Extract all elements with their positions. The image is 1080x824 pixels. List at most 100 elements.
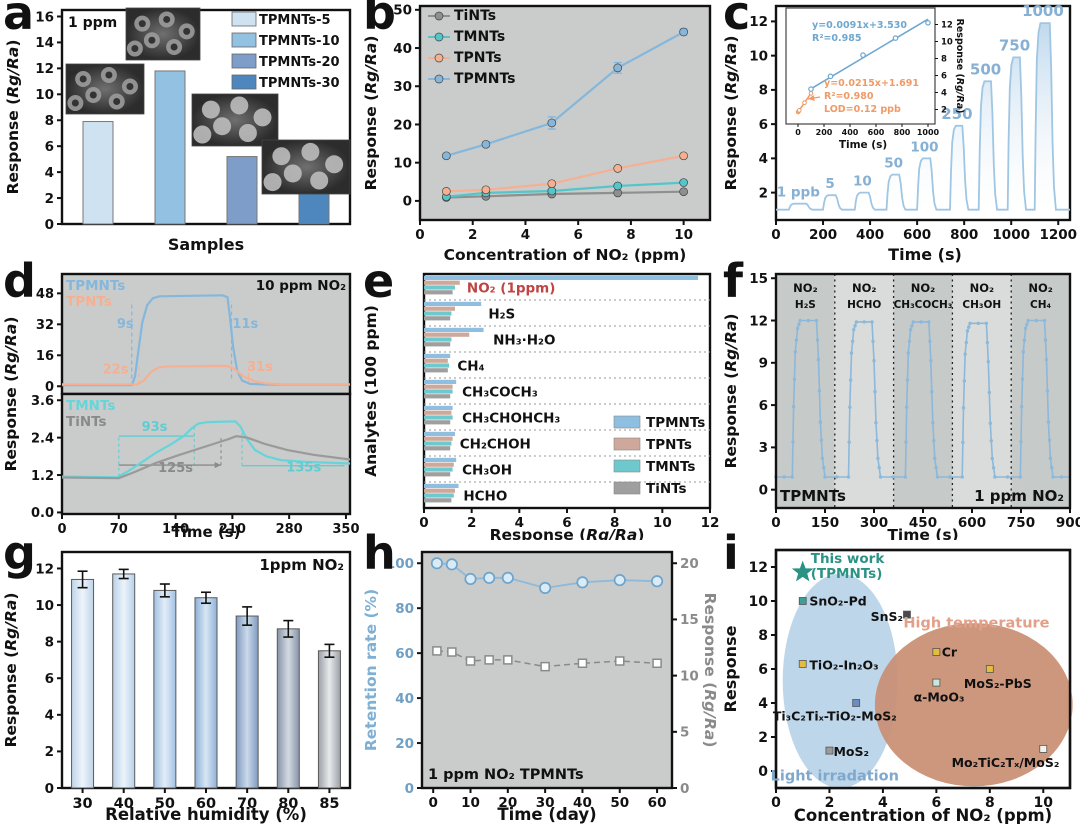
series-line-TiNTs: [61, 434, 351, 480]
panel-a: 0 2 4 6 8 10 12 14 16 1 ppm TPMNTs-5 TPMNTs-10 TPMNT…: [0, 0, 360, 268]
chart-shape: [853, 324, 857, 328]
hbar-TiNTs: [424, 446, 451, 451]
chart-shape: [794, 338, 799, 342]
analyte-label: NH₃·H₂O: [493, 333, 555, 349]
retention-marker: [613, 574, 626, 587]
response-marker: [484, 655, 494, 665]
chart-shape: [1021, 350, 1025, 354]
hbar-TPMNTs: [424, 275, 699, 280]
ref-point-label: Ti₃C₂Tiₓ-TiO₂-MoS₂: [773, 708, 897, 723]
chart-text: 2: [45, 191, 54, 207]
chart-shape: ): [701, 740, 719, 747]
chart-shape: [1045, 389, 1050, 393]
chart-shape: [272, 147, 291, 166]
hbar-TPMNTs: [424, 483, 459, 488]
y-axis-label: Response (Rg/Ra): [362, 36, 380, 191]
chart-shape: [927, 320, 931, 324]
panel-a-letter: a: [3, 0, 35, 40]
chart-text: 0: [771, 515, 780, 531]
chart-text: 2: [468, 227, 477, 243]
chart-text: 3.6: [31, 394, 54, 409]
ref-point-label: Mo₂TiC₂Tₓ/MoS₂: [952, 755, 1060, 770]
pulse-area: [776, 23, 1070, 210]
chart-shape: [984, 321, 989, 326]
chart-text: 9: [759, 356, 768, 372]
hbar-TiNTs: [424, 368, 448, 373]
panel-g: 30 40 50 60 70 80 85 0 2 4 6 8 10 12 1ppm NO₂ Relative …: [0, 530, 360, 824]
chart-shape: [835, 475, 839, 479]
chart-shape: [806, 318, 811, 323]
legend-swatch: [613, 481, 641, 495]
chart-text: 0.0: [31, 506, 54, 521]
x-axis-label: Relative humidity (%): [105, 805, 307, 824]
bar-humidity-60: [194, 597, 218, 789]
chart-shape: [852, 327, 856, 332]
hbar-TMNTs: [424, 441, 452, 446]
chart-text: 5: [680, 725, 689, 741]
hbar-TMNTs: [424, 467, 453, 472]
concentration-label: 500: [970, 60, 1001, 78]
retention-marker: [539, 581, 552, 595]
lod-note: LOD=0.12 ppb: [824, 104, 901, 115]
chart-shape: [1046, 420, 1051, 424]
chart-shape: [935, 475, 940, 479]
chart-shape: [1025, 322, 1029, 327]
chart-shape: [911, 320, 915, 324]
chart-shape: [933, 456, 937, 461]
hbar-TMNTs: [424, 389, 453, 394]
retention-marker: [501, 571, 514, 584]
retention-marker: [576, 576, 589, 589]
x-tick-label: 85: [319, 796, 339, 812]
chart-text: 12: [701, 515, 720, 531]
chart-shape: [1034, 318, 1039, 323]
chart-text: 400: [856, 227, 884, 243]
ref-point: [985, 665, 994, 673]
chart-shape: [434, 53, 444, 63]
plot-frame: [420, 550, 674, 790]
chart-text: 3: [759, 440, 768, 456]
series-line-TPNTs: [62, 364, 351, 386]
chart-text: 12: [35, 61, 54, 77]
gas-band: [834, 274, 894, 508]
chart-text: 12: [749, 14, 768, 30]
chart-text: 0: [759, 482, 768, 498]
data-marker: [613, 164, 623, 173]
chart-shape: [993, 475, 997, 479]
data-marker: [442, 186, 451, 196]
panel-f-chart: NO₂ H₂S NO₂ HCHO NO₂ CH₃COCH₃ NO₂ CH₃OH NO₂ CH₄ 0 1…: [722, 271, 1080, 544]
band-gas-label: NO₂: [970, 281, 994, 295]
plot-frame: [60, 392, 352, 516]
chart-shape: [126, 83, 134, 90]
chart-shape: [791, 440, 795, 444]
chart-shape: ): [637, 526, 644, 540]
y-axis-label: Response (Rg/Ra): [2, 593, 20, 748]
chart-shape: [875, 438, 879, 443]
legend-label: TPMNTs-30: [259, 76, 340, 91]
band-gas-label: CH₃OH: [962, 299, 1001, 311]
chart-text: 2: [758, 730, 768, 746]
chart-shape: [802, 100, 807, 105]
chart-shape: Rg/Ra: [722, 43, 740, 94]
chart-text: 10: [1034, 795, 1054, 811]
chart-shape: [823, 475, 827, 479]
chart-shape: [183, 27, 191, 35]
series-line-TPMNTs: [62, 294, 351, 387]
hbar-TPNTs: [424, 358, 448, 363]
chart-text: 100: [386, 556, 414, 572]
category-ellipse: [782, 573, 898, 788]
data-marker: [679, 27, 688, 37]
chart-shape: [1026, 318, 1030, 323]
x-axis-label: Time (s): [888, 245, 962, 264]
hbar-TPMNTs: [424, 431, 455, 436]
band-gas-label: NO₂: [911, 281, 935, 295]
chart-shape: [934, 465, 938, 470]
concentration-label: 100: [910, 139, 938, 155]
chart-shape: Response (: [722, 94, 740, 191]
chart-shape: [874, 421, 878, 425]
x-axis-label: Concentration of NO₂ (ppm): [444, 246, 687, 264]
response-marker: [652, 658, 662, 669]
chart-text: 12: [941, 21, 953, 31]
this-work-label: (TPMNTs): [811, 566, 883, 582]
